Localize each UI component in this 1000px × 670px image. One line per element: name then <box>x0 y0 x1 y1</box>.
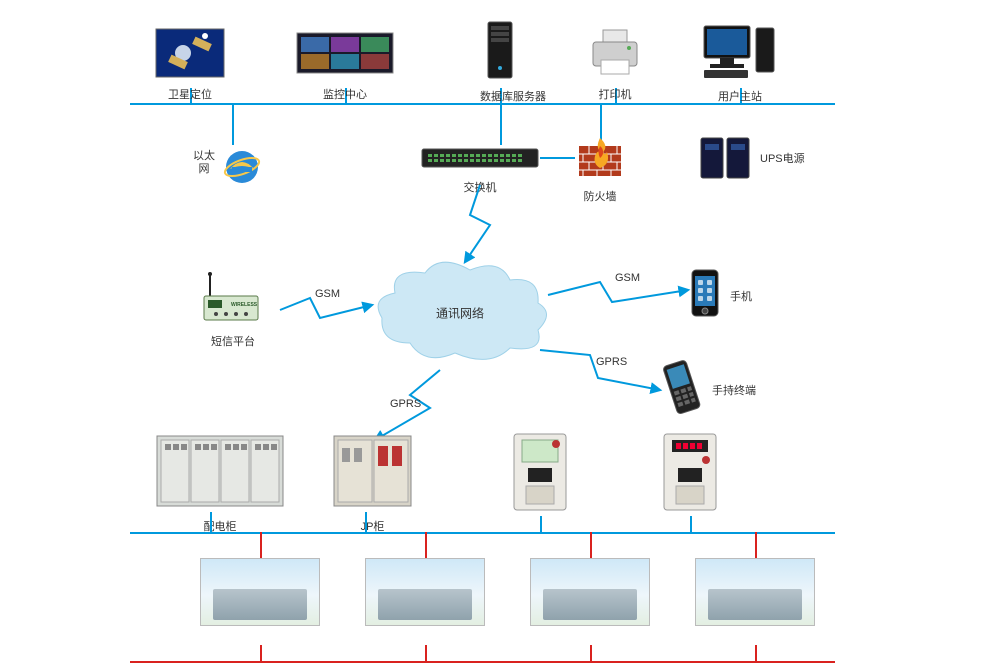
node-firewall: 防火墙 <box>575 138 625 204</box>
node-breaker-1 <box>500 430 580 520</box>
bottom-drop <box>755 532 757 558</box>
node-jp-cabinet: JP柜 <box>330 430 415 534</box>
firewall-icon <box>575 138 625 185</box>
jp-cabinet-icon <box>330 430 415 515</box>
sms-icon: WIRELESS <box>198 270 268 330</box>
user-station-label: 用户主站 <box>700 88 780 104</box>
user-station-icon <box>700 22 780 85</box>
mobile-icon <box>690 268 720 323</box>
node-ie <box>220 145 264 194</box>
mobile-label: 手机 <box>730 288 752 304</box>
node-ups <box>695 132 755 187</box>
printer-icon <box>585 28 645 83</box>
breaker-2-icon <box>650 430 730 520</box>
node-dist-cabinet: 配电柜 <box>155 430 285 534</box>
node-db-server: 数据库服务器 <box>480 20 520 104</box>
switch-firewall-line <box>540 157 575 159</box>
firewall-label: 防火墙 <box>575 188 625 204</box>
satellite-label: 卫星定位 <box>155 86 225 102</box>
handheld-label: 手持终端 <box>712 382 756 398</box>
photo-bus-station: 客运中心 <box>365 558 485 577</box>
bottom-bus <box>130 661 835 663</box>
monitor-center-label: 监控中心 <box>295 86 395 102</box>
breaker-1-icon <box>500 430 580 520</box>
ups-icon <box>695 132 755 187</box>
db-server-label: 数据库服务器 <box>480 88 520 104</box>
bottom-drop <box>260 532 262 558</box>
bottom-tick <box>755 645 757 661</box>
photo-campus: 校园公共建筑 <box>200 558 320 577</box>
satellite-icon <box>155 28 225 83</box>
node-sms: WIRELESS 短信平台 <box>198 270 268 349</box>
node-monitor-center: 监控中心 <box>295 28 395 102</box>
printer-label: 打印机 <box>585 86 645 102</box>
handheld-icon <box>660 358 704 423</box>
switch-label: 交换机 <box>420 179 540 195</box>
mid-tick <box>690 516 692 532</box>
cloud: 通讯网络 <box>370 258 550 368</box>
conn-gprs-left: GPRS <box>390 398 421 410</box>
node-handheld <box>660 358 704 423</box>
node-mobile <box>690 268 720 323</box>
switch-icon <box>420 145 540 176</box>
ethernet-text: 以太网 <box>190 150 218 176</box>
drop-switch <box>500 103 502 145</box>
conn-gsm-right: GSM <box>615 272 640 284</box>
node-satellite: 卫星定位 <box>155 28 225 102</box>
mid-bus <box>130 532 835 534</box>
node-breaker-2 <box>650 430 730 520</box>
monitor-center-icon <box>295 28 395 83</box>
bottom-tick <box>425 645 427 661</box>
bottom-drop <box>590 532 592 558</box>
node-switch: 交换机 <box>420 145 540 195</box>
dist-cabinet-icon <box>155 430 285 515</box>
mid-tick <box>540 516 542 532</box>
bottom-drop <box>425 532 427 558</box>
bottom-tick <box>590 645 592 661</box>
conn-gsm-left: GSM <box>315 288 340 300</box>
mid-tick <box>210 512 212 532</box>
sms-label: 短信平台 <box>198 333 268 349</box>
conn-gprs-right: GPRS <box>596 356 627 368</box>
node-user-station: 用户主站 <box>700 22 780 104</box>
node-printer: 打印机 <box>585 28 645 102</box>
photo-rural-power: 农电 <box>530 558 650 577</box>
svg-text:WIRELESS: WIRELESS <box>231 302 258 308</box>
mid-tick <box>365 512 367 532</box>
bottom-tick <box>260 645 262 661</box>
drop-ethernet <box>232 103 234 145</box>
db-server-icon <box>480 20 520 85</box>
cloud-label: 通讯网络 <box>436 305 484 322</box>
photo-streetlight: 路灯 <box>695 558 815 577</box>
ie-icon <box>220 145 264 194</box>
ups-label: UPS电源 <box>760 150 805 166</box>
